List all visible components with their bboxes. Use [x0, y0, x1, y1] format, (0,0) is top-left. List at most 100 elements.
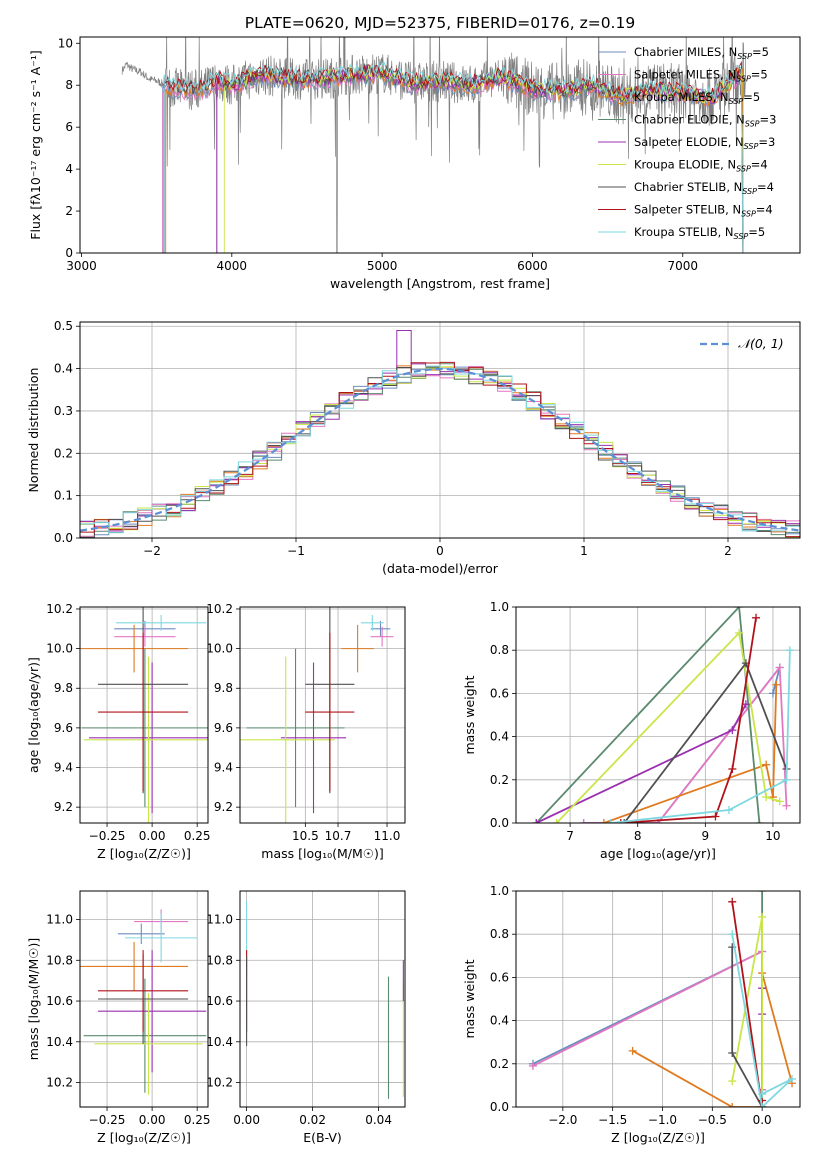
x-tick-label: 4000	[217, 259, 248, 273]
errorbar-point	[98, 632, 189, 792]
weight-marker	[782, 775, 791, 784]
x-tick-label: 7	[566, 829, 574, 843]
y-tick-label: 8	[65, 78, 73, 92]
legend-label: Kroupa ELODIE, NSSP=4	[634, 158, 768, 174]
weight-marker	[762, 793, 771, 802]
weight-lines-area	[532, 607, 794, 823]
weight-line	[610, 650, 791, 823]
x-tick-label: −1.5	[598, 1113, 627, 1127]
weight-marker	[728, 897, 737, 906]
axes-frame	[239, 606, 406, 824]
weight-line	[535, 607, 761, 823]
errorbar-point	[360, 614, 384, 631]
y-tick-label: 2	[65, 204, 73, 218]
x-tick-label: 3000	[66, 259, 97, 273]
model-line-kroupa-stelib-n	[163, 61, 744, 253]
figure-title: PLATE=0620, MJD=52375, FIBERID=0176, z=0…	[245, 14, 635, 32]
errorbar-point	[125, 913, 198, 963]
weight-marker	[758, 891, 767, 895]
y-axis-label: mass [log₁₀(M/M☉)]	[26, 938, 41, 1060]
errorbar-point	[80, 624, 189, 673]
axes-frame	[79, 890, 209, 1108]
y-tick-label: 10.8	[206, 953, 233, 967]
spectrum-plot-area	[121, 37, 747, 253]
errorbar-area	[246, 901, 404, 1099]
x-tick-label: 0.0	[753, 1113, 772, 1127]
errorbar-point	[370, 620, 391, 637]
y-tick-label: 10.6	[206, 994, 233, 1008]
errorbar-area	[80, 909, 207, 1095]
y-tick-label: 10.0	[46, 642, 73, 656]
errorbar-point	[370, 626, 394, 647]
weight-line	[583, 665, 788, 823]
y-tick-label: 9.6	[54, 721, 73, 735]
errorbar-point	[305, 632, 355, 792]
y-tick-label: 0.5	[54, 319, 73, 333]
legend-label: 𝒩(0, 1)	[738, 336, 784, 351]
x-tick-label: −1.0	[648, 1113, 677, 1127]
weight-marker	[755, 819, 764, 823]
mass-weight-vs-Z-panel: −2.0 −1.5 −1.0 −0.5 0.0 0.0 0.2 0.4 0.6 0.8 1.0 Z […	[462, 884, 801, 1145]
y-tick-label: 0.2	[490, 773, 509, 787]
weight-marker	[628, 1046, 637, 1055]
weight-marker	[616, 819, 625, 823]
weight-marker	[758, 1090, 767, 1099]
y-tick-label: 0.0	[54, 531, 73, 545]
weight-marker	[620, 819, 629, 823]
errorbar-area	[240, 607, 394, 823]
x-tick-label: 11.0	[374, 829, 401, 843]
age-vs-Z-panel: −0.25 0.00 0.25 9.2 9.4 9.6 9.8 10.0 10.2 Z [log₁…	[26, 602, 211, 861]
weight-marker	[788, 1074, 797, 1083]
weight-lines-area	[528, 891, 797, 1107]
errorbar-point	[83, 978, 207, 1093]
errorbar-point	[80, 941, 189, 991]
errorbar-point	[240, 656, 335, 823]
weight-marker	[728, 765, 737, 773]
weight-line	[620, 617, 757, 823]
errorbar-point	[116, 614, 207, 631]
age-vs-mass-panel: 10.5 10.7 11.0 9.2 9.4 9.6 9.8 10.0 10.2 mass [lo…	[206, 602, 406, 861]
x-tick-label: 2	[724, 544, 732, 558]
weight-marker	[728, 1103, 737, 1107]
weight-marker	[782, 801, 791, 810]
axes-frame	[79, 606, 209, 824]
y-tick-label: 0.1	[54, 489, 73, 503]
y-tick-label: 6	[65, 120, 73, 134]
y-tick-label: 0.2	[490, 1057, 509, 1071]
x-tick-label: 0	[436, 544, 444, 558]
weight-marker	[711, 812, 720, 821]
y-tick-label: 10.0	[206, 642, 233, 656]
x-tick-label: 10	[765, 829, 780, 843]
weight-marker	[606, 819, 615, 823]
weight-marker	[532, 819, 541, 823]
y-tick-label: 10.2	[46, 602, 73, 616]
y-tick-label: 0.6	[490, 970, 509, 984]
y-tick-label: 1.0	[490, 884, 509, 898]
y-tick-label: 10	[58, 36, 73, 50]
errorbar-point	[246, 648, 345, 808]
y-tick-label: 0.4	[490, 730, 509, 744]
residuals-plot-area	[80, 330, 800, 538]
weight-marker	[528, 1061, 537, 1070]
x-tick-label: 8	[634, 829, 642, 843]
weight-marker	[752, 613, 761, 622]
weight-marker	[735, 628, 744, 637]
y-tick-label: 1.0	[490, 600, 509, 614]
weight-line	[731, 934, 793, 1107]
errorbar-point	[280, 662, 347, 814]
weight-marker	[735, 607, 744, 611]
x-tick-label: −2	[143, 544, 161, 558]
legend-label: Salpeter ELODIE, NSSP=3	[634, 135, 775, 151]
weight-line	[603, 684, 778, 823]
weight-marker	[725, 806, 733, 815]
x-tick-label: 1	[580, 544, 588, 558]
legend-label: Chabrier MILES, NSSP=5	[634, 45, 769, 61]
y-tick-label: 0.2	[54, 446, 73, 460]
errorbar-point	[81, 648, 208, 808]
y-tick-label: 0.4	[490, 1014, 509, 1028]
errorbar-point	[98, 950, 189, 1032]
y-tick-label: 10.8	[46, 953, 73, 967]
weight-marker	[758, 1103, 767, 1107]
x-tick-label: −0.25	[89, 829, 126, 843]
